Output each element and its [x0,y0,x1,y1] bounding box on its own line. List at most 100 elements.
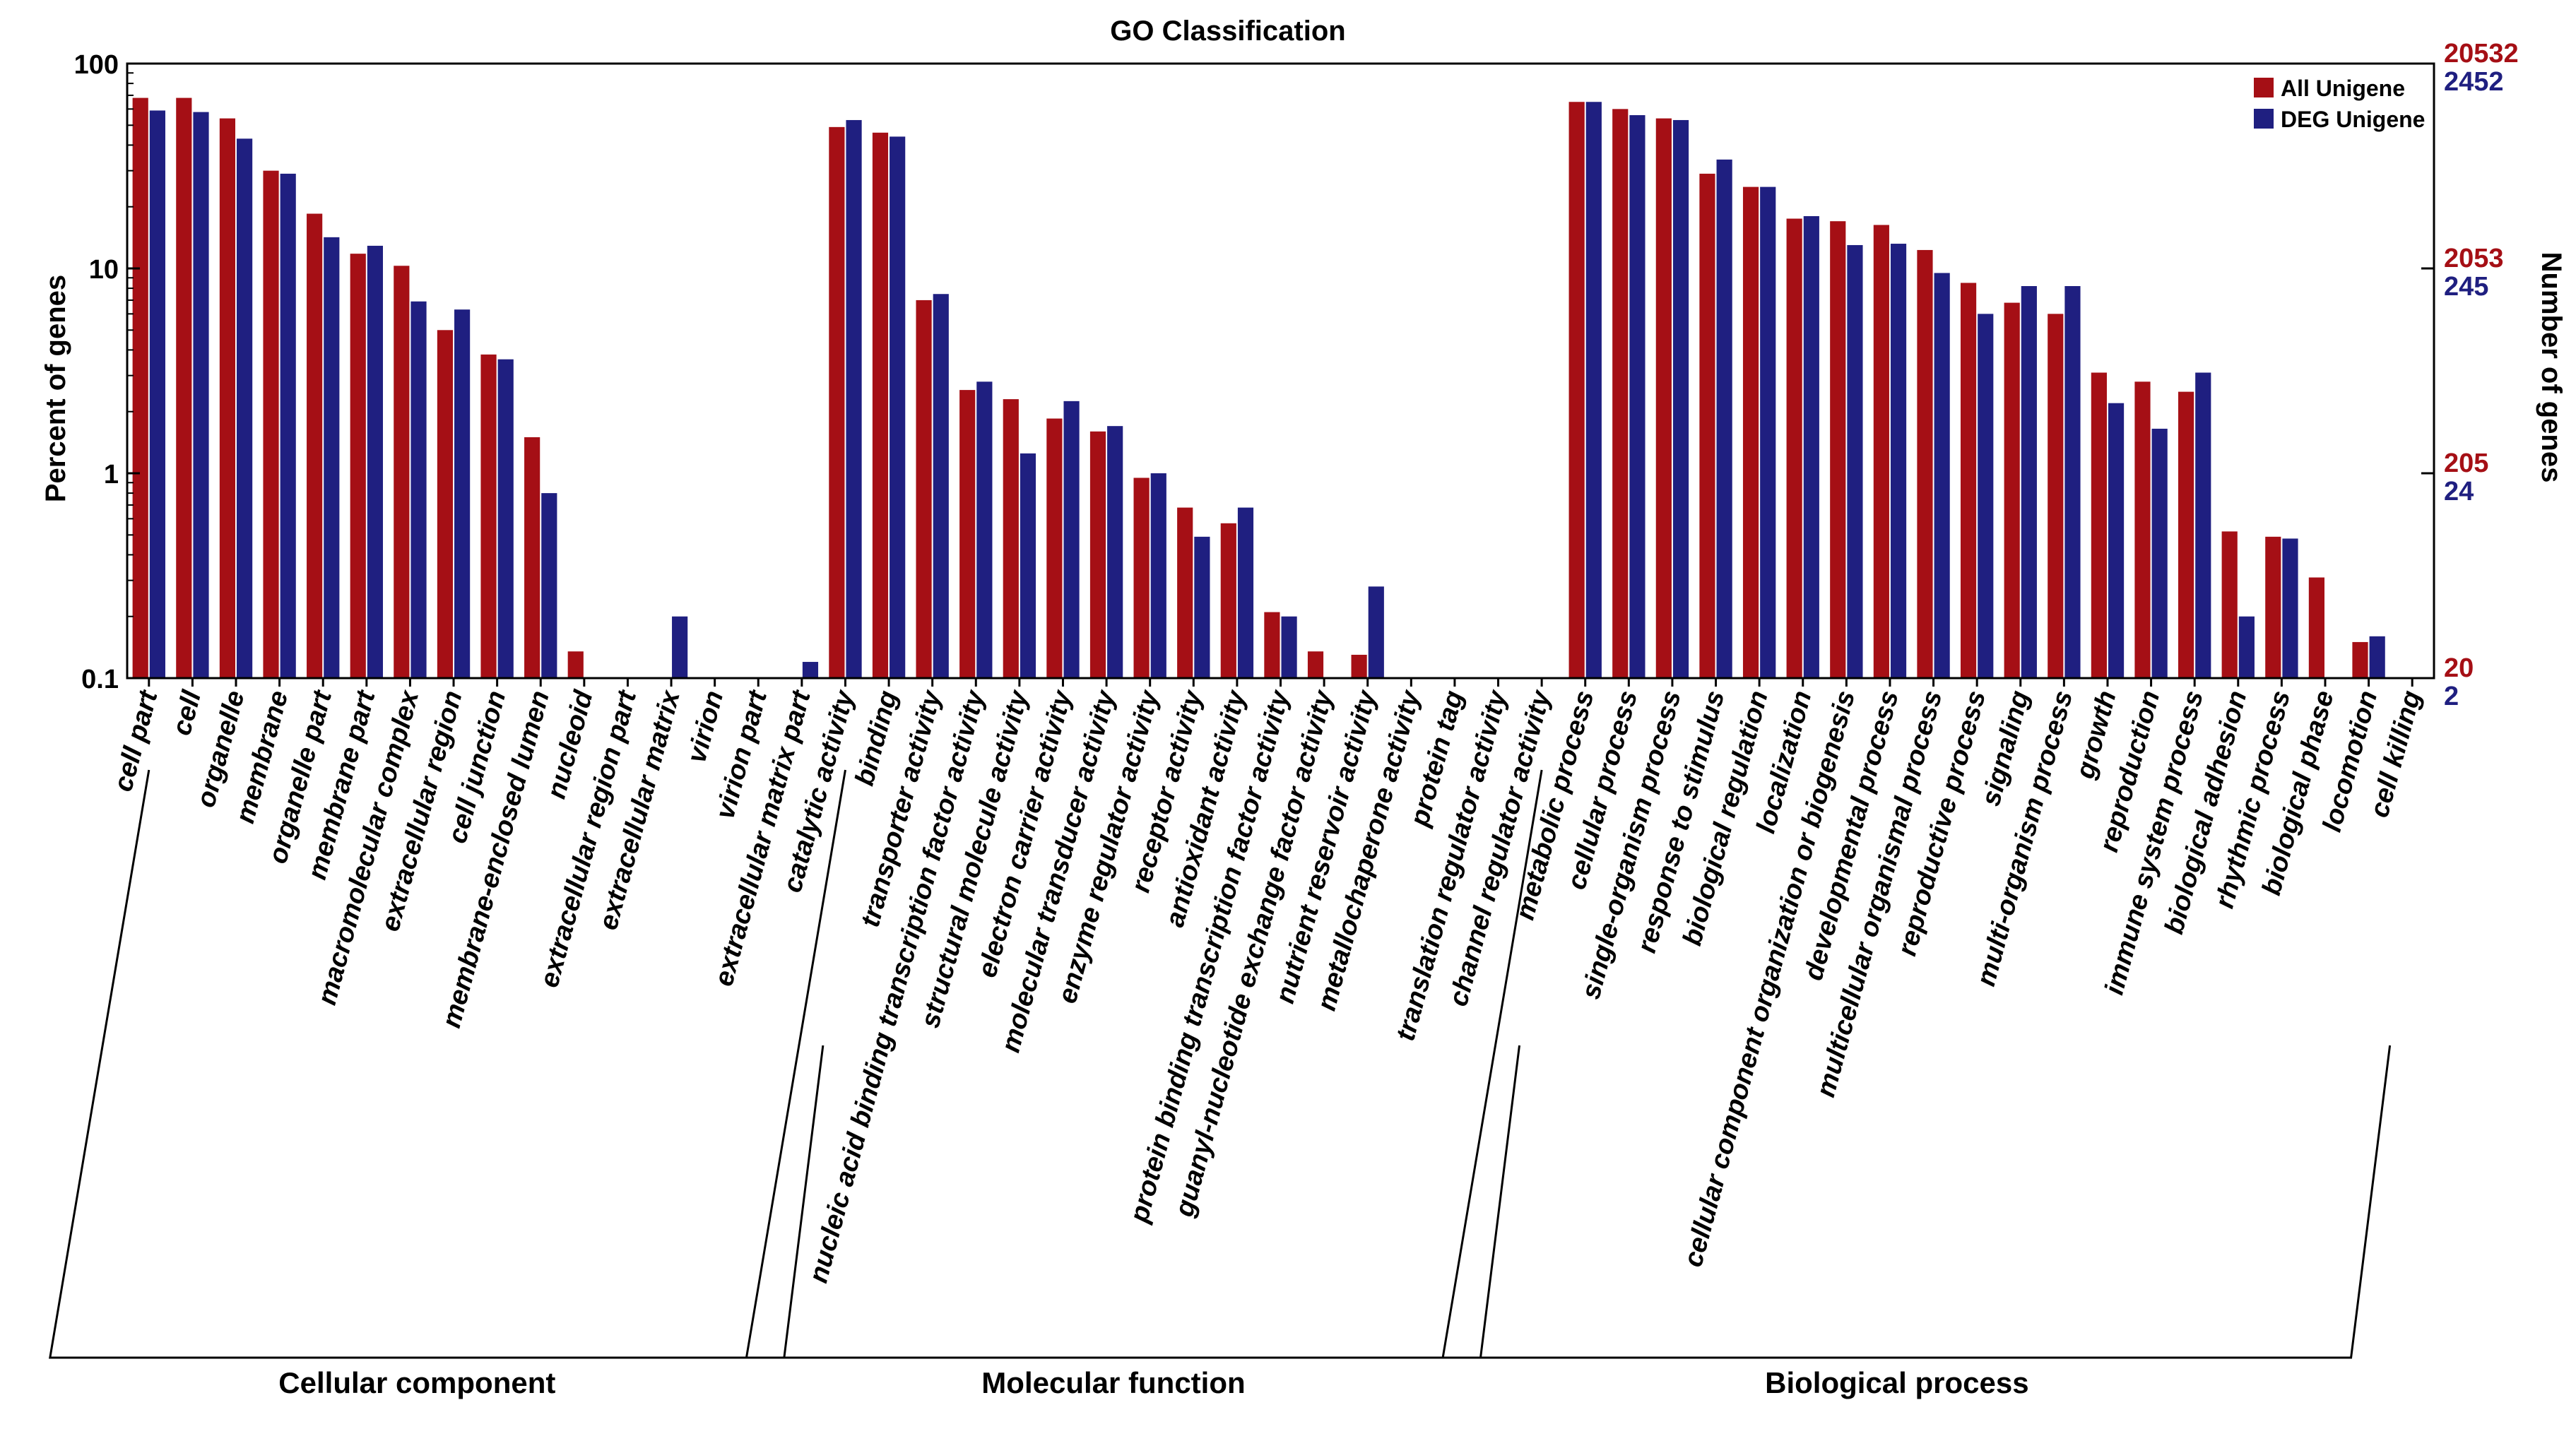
x-tick-label: virion [682,687,729,766]
y-tick-label: 100 [74,50,119,80]
legend: All Unigene DEG Unigene [2254,76,2425,132]
bar-deg-unigene [1716,159,1732,679]
bar-deg-unigene [1368,586,1384,678]
bar-all-unigene [2004,302,2020,679]
bar-all-unigene [1830,221,1846,678]
bar-all-unigene [2308,577,2324,678]
chart-title: GO Classification [1110,16,1345,47]
bar-deg-unigene [410,301,427,678]
bar-deg-unigene [1760,186,1776,678]
bar-deg-unigene [2108,403,2125,678]
bar-all-unigene [394,266,410,678]
right-tick-label-all: 20 [2444,653,2474,683]
bar-deg-unigene [541,493,557,678]
bar-all-unigene [2265,536,2281,678]
bar-all-unigene [2134,381,2151,678]
bar-all-unigene [1960,283,1977,678]
right-tick-label-deg: 245 [2444,272,2488,302]
bar-all-unigene [1046,418,1063,678]
bar-all-unigene [1307,651,1324,678]
bar-all-unigene [480,354,497,678]
right-tick-label-deg: 2 [2444,682,2459,711]
bar-deg-unigene [976,381,993,678]
bar-all-unigene [350,254,366,679]
bar-deg-unigene [1107,426,1123,678]
bar-deg-unigene [2282,538,2298,678]
y-tick-label: 10 [89,255,119,285]
bar-deg-unigene [367,245,383,679]
bar-all-unigene [307,213,323,678]
bar-all-unigene [829,126,845,678]
bar-all-unigene [916,300,932,678]
bar-deg-unigene [890,136,906,678]
bar-all-unigene [2221,531,2238,678]
bar-all-unigene [1786,218,1802,679]
legend-label: All Unigene [2281,76,2405,101]
bar-all-unigene [132,97,148,679]
right-tick-label-deg: 2452 [2444,67,2504,97]
bar-all-unigene [2178,391,2194,678]
x-tick-label: cell [167,687,207,738]
bar-deg-unigene [1063,401,1080,678]
bar-all-unigene [1003,399,1019,678]
bar-all-unigene [1351,654,1367,678]
right-tick-label-deg: 24 [2444,477,2474,506]
bar-deg-unigene [2151,428,2168,678]
legend-swatch [2254,109,2274,129]
bar-deg-unigene [1978,314,1994,678]
plot-area [127,64,2434,678]
bar-all-unigene [959,390,976,678]
bar-all-unigene [2352,641,2368,678]
bar-all-unigene [1264,612,1280,678]
group-label: Cellular component [278,1366,555,1399]
bar-deg-unigene [2064,285,2081,678]
bars-layer [132,97,2385,679]
bar-all-unigene [872,132,889,678]
group-label: Molecular function [981,1366,1245,1399]
bar-deg-unigene [2021,285,2037,678]
bar-deg-unigene [2195,372,2211,678]
y-axis-label-right: Number of genes [2536,252,2567,483]
group-label: Biological process [1765,1366,2028,1399]
bar-deg-unigene [933,294,949,678]
x-tick-label: cell part [108,687,164,795]
x-tick-label: growth [2070,687,2122,782]
bar-all-unigene [2048,314,2064,678]
bar-deg-unigene [280,173,296,678]
bar-deg-unigene [1934,273,1950,678]
bar-all-unigene [263,170,279,679]
bar-deg-unigene [1890,244,1907,678]
legend-swatch [2254,78,2274,97]
bar-all-unigene [1612,109,1629,679]
bar-deg-unigene [1194,536,1210,678]
bar-all-unigene [176,97,192,679]
right-tick-label-all: 205 [2444,449,2488,478]
bar-deg-unigene [454,309,471,678]
legend-label: DEG Unigene [2281,107,2425,132]
bar-all-unigene [1177,507,1193,678]
bar-all-unigene [1568,102,1585,678]
bar-deg-unigene [1803,215,1819,679]
y-axis-label: Percent of genes [40,275,71,502]
right-tick-label-all: 2053 [2444,244,2504,273]
bar-all-unigene [1873,225,1889,679]
group-bracket [1441,769,2392,1359]
y-tick-label: 0.1 [81,665,119,694]
bar-deg-unigene [149,110,165,679]
bar-deg-unigene [1150,473,1166,678]
group-bracket [49,769,825,1359]
bar-all-unigene [1133,478,1150,678]
bar-all-unigene [524,437,540,678]
bar-deg-unigene [802,662,819,678]
bar-all-unigene [1742,186,1759,678]
bar-all-unigene [437,330,454,678]
bar-deg-unigene [2369,636,2385,678]
bar-deg-unigene [2238,616,2255,678]
y-tick-label: 1 [104,460,119,490]
bar-all-unigene [1655,118,1672,678]
bar-deg-unigene [1281,616,1297,678]
bar-all-unigene [567,651,584,678]
bar-deg-unigene [497,359,514,678]
bar-deg-unigene [1847,244,1863,678]
